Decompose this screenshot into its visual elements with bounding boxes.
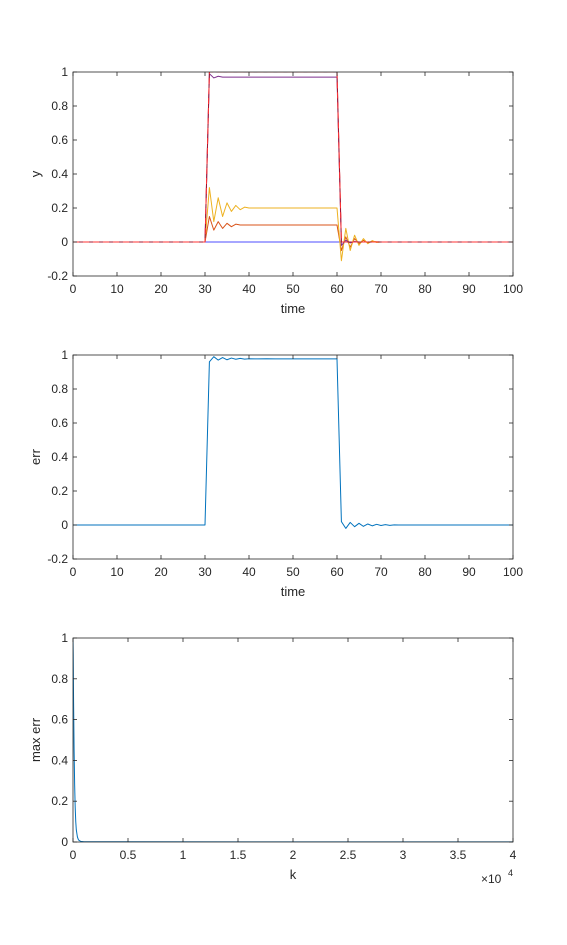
- axes-2: 0 10 20 30 40 50 60 70 80 90 100-0.200.20.40.60.81…: [28, 348, 523, 599]
- y-tick-label: 0.2: [51, 484, 68, 498]
- x-tick-label: 10: [110, 565, 124, 579]
- series-line-1: [73, 638, 513, 842]
- y-tick-label: 0.2: [51, 201, 68, 215]
- x-tick-label: 30: [198, 565, 212, 579]
- y-tick-label: 0: [61, 518, 68, 532]
- x-tick-label: 0: [70, 282, 77, 296]
- series-group: [73, 356, 513, 529]
- x-tick-label: 0.5: [120, 848, 137, 862]
- x-exponent-power: 4: [508, 868, 513, 878]
- x-tick-label: 2: [290, 848, 297, 862]
- series-group: [73, 638, 513, 842]
- y-tick-label: 0.4: [51, 753, 68, 767]
- plot-area: [73, 72, 513, 276]
- x-tick-label: 1.5: [230, 848, 247, 862]
- x-tick-label: 70: [374, 565, 388, 579]
- x-tick-label: 40: [242, 282, 256, 296]
- x-tick-label: 100: [503, 565, 523, 579]
- x-tick-label: 90: [462, 565, 476, 579]
- plot-area: [73, 638, 513, 842]
- y-tick-label: 0.6: [51, 133, 68, 147]
- y-tick-label: 0: [61, 835, 68, 849]
- axes-3: 0 0.5 1 1.5 2 2.5 3 3.5 4 0 0.2 0.4 0.6 0.8 1 k max err ×…: [28, 631, 517, 886]
- x-tick-label: 60: [330, 282, 344, 296]
- x-axis-label: time: [281, 584, 306, 599]
- y-axis-label: err: [28, 448, 43, 465]
- x-tick-label: 80: [418, 282, 432, 296]
- x-tick-label: 0: [70, 565, 77, 579]
- x-tick-label: 40: [242, 565, 256, 579]
- y-tick-label: 1: [61, 631, 68, 645]
- y-tick-label: 1: [61, 65, 68, 79]
- y-tick-label: 0.4: [51, 167, 68, 181]
- series-line-1: [73, 356, 513, 529]
- x-tick-label: 20: [154, 282, 168, 296]
- x-tick-label: 100: [503, 282, 523, 296]
- x-exponent-label: ×10: [481, 872, 502, 886]
- y-tick-label: -0.2: [47, 269, 68, 283]
- x-axis-label: time: [281, 301, 306, 316]
- x-tick-label: 1: [180, 848, 187, 862]
- x-tick-label: 80: [418, 565, 432, 579]
- plot-area: [73, 355, 513, 559]
- x-tick-label: 3.5: [450, 848, 467, 862]
- x-tick-label: 3: [400, 848, 407, 862]
- y-tick-label: 0.8: [51, 99, 68, 113]
- y-axis-label: y: [28, 170, 43, 177]
- x-tick-label: 50: [286, 282, 300, 296]
- x-tick-label: 60: [330, 565, 344, 579]
- y-tick-label: 0.8: [51, 672, 68, 686]
- y-tick-label: 1: [61, 348, 68, 362]
- x-tick-label: 0: [70, 848, 77, 862]
- series-group: [73, 72, 513, 262]
- series-line-3: [73, 187, 513, 262]
- y-tick-label: 0.6: [51, 416, 68, 430]
- x-tick-label: 70: [374, 282, 388, 296]
- y-tick-label: 0.4: [51, 450, 68, 464]
- x-tick-label: 30: [198, 282, 212, 296]
- y-tick-label: 0.2: [51, 794, 68, 808]
- x-tick-label: 10: [110, 282, 124, 296]
- axes-1: 0 10 20 30 40 50 60 70 80 90 100-0.200.20.40.60.81…: [28, 65, 523, 316]
- x-tick-label: 90: [462, 282, 476, 296]
- x-tick-label: 20: [154, 565, 168, 579]
- x-tick-label: 4: [510, 848, 517, 862]
- x-tick-label: 2.5: [340, 848, 357, 862]
- x-axis-label: k: [290, 867, 297, 882]
- y-tick-label: -0.2: [47, 552, 68, 566]
- x-tick-label: 50: [286, 565, 300, 579]
- y-tick-label: 0: [61, 235, 68, 249]
- y-tick-label: 0.6: [51, 713, 68, 727]
- y-axis-label: max err: [28, 717, 43, 762]
- y-tick-label: 0.8: [51, 382, 68, 396]
- series-line-6: [73, 72, 513, 243]
